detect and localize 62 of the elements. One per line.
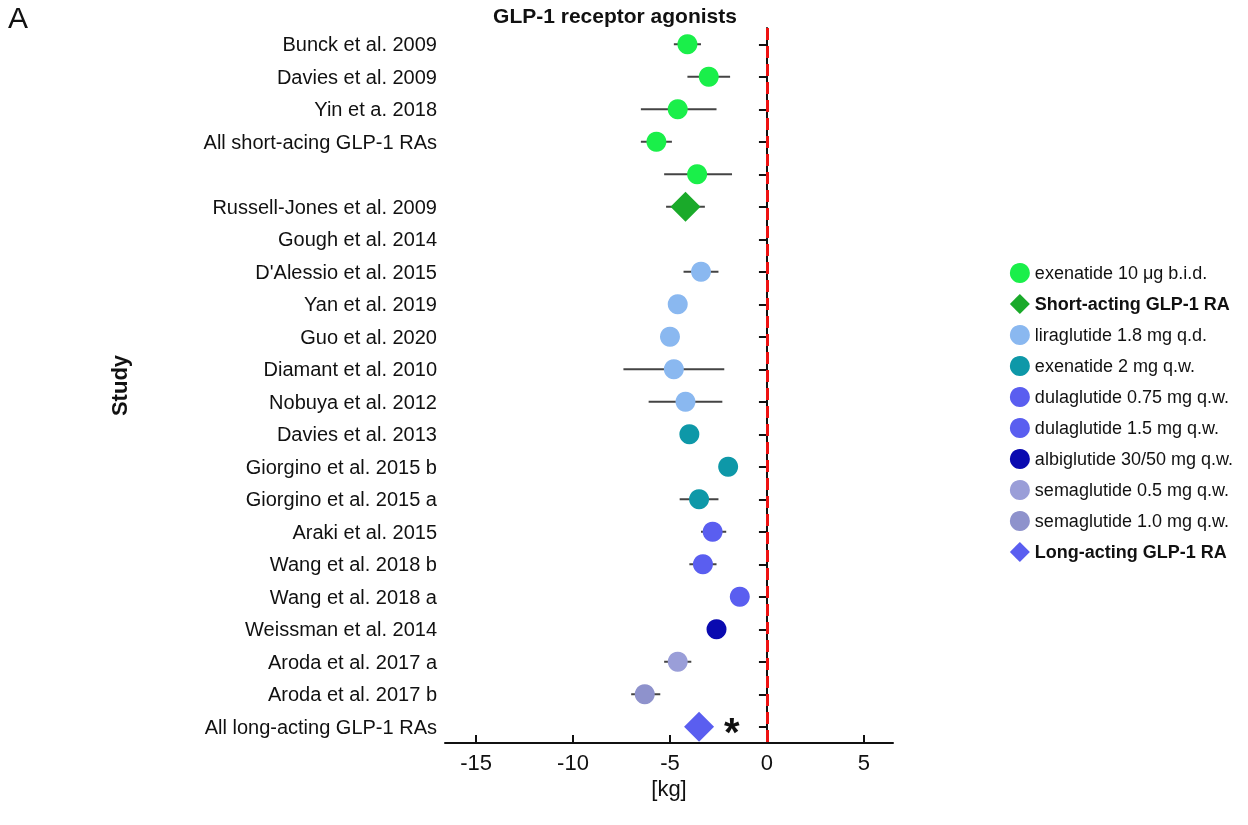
y-tick-label: Giorgino et al. 2015 b <box>245 455 437 478</box>
point <box>698 66 719 87</box>
y-tick-label: Giorgino et al. 2015 a <box>245 488 438 511</box>
x-axis-title: [kg] <box>651 776 687 802</box>
y-tick-label: Gough et al. 2014 <box>277 228 437 251</box>
y-tick-label: Araki et al. 2015 <box>292 520 437 543</box>
point <box>659 326 680 347</box>
y-tick-label: Yan et al. 2019 <box>303 293 437 316</box>
y-tick-label: Wang et al. 2018 a <box>269 585 438 608</box>
point <box>667 294 688 315</box>
point <box>670 191 701 222</box>
legend-label: Short-acting GLP-1 RA <box>1034 294 1230 314</box>
legend-label: semaglutide 0.5 mg q.w. <box>1034 480 1229 500</box>
legend-label: Long-acting GLP-1 RA <box>1034 542 1227 562</box>
y-tick-label: D'Alessio et al. 2015 <box>255 260 437 283</box>
x-tick-label: -15 <box>460 749 492 775</box>
legend-label: exenatide 2 mg q.w. <box>1034 356 1195 376</box>
chart-title: GLP-1 receptor agonists <box>493 4 737 27</box>
legend-label: liraglutide 1.8 mg q.d. <box>1034 325 1207 345</box>
point <box>689 489 710 510</box>
legend-label: semaglutide 1.0 mg q.w. <box>1034 511 1229 531</box>
point <box>687 164 708 185</box>
legend-label: exenatide 10 μg b.i.d. <box>1034 263 1208 283</box>
point <box>677 34 698 55</box>
point <box>702 521 723 542</box>
point <box>679 424 700 445</box>
point <box>667 651 688 672</box>
y-tick-label: Diamant et al. 2010 <box>263 358 437 381</box>
y-tick-label: Guo et al. 2020 <box>300 325 437 348</box>
y-tick-label: Weissman et al. 2014 <box>245 618 437 641</box>
legend-label: dulaglutide 1.5 mg q.w. <box>1034 418 1219 438</box>
y-tick-label: Russell-Jones et al. 2009 <box>212 195 437 218</box>
x-tick-label: -10 <box>557 749 589 775</box>
y-tick-label: Aroda et al. 2017 b <box>267 683 437 706</box>
point <box>691 261 711 282</box>
y-tick-label: Davies et al. 2013 <box>276 423 437 446</box>
y-axis-title: Study <box>106 354 132 417</box>
point <box>667 99 688 120</box>
y-tick-label: All long-acting GLP-1 RAs <box>204 715 437 738</box>
y-tick-label: Davies et al. 2009 <box>276 65 437 88</box>
point <box>663 359 684 380</box>
y-tick-label: Bunck et al. 2009 <box>282 33 437 56</box>
point <box>706 619 727 640</box>
y-tick-label: Yin et a. 2018 <box>314 98 437 121</box>
y-tick-label: Nobuya et al. 2012 <box>269 390 437 413</box>
text: A <box>8 0 29 34</box>
y-tick-label: Aroda et al. 2017 a <box>267 650 438 673</box>
legend-label: albiglutide 30/50 mg q.w. <box>1034 449 1234 469</box>
point <box>684 711 715 742</box>
point <box>718 456 739 477</box>
point <box>634 684 655 705</box>
legend-label: dulaglutide 0.75 mg q.w. <box>1034 387 1230 407</box>
point <box>675 391 696 412</box>
x-tick-label: -5 <box>660 749 680 775</box>
point <box>646 131 667 152</box>
x-tick-label: 5 <box>857 749 871 775</box>
annotation: * <box>724 710 740 754</box>
point <box>692 554 713 575</box>
point <box>729 586 750 607</box>
x-tick-label: 0 <box>760 749 774 775</box>
y-tick-label: All short-acing GLP-1 RAs <box>203 130 437 153</box>
y-tick-label: Wang et al. 2018 b <box>269 553 437 576</box>
